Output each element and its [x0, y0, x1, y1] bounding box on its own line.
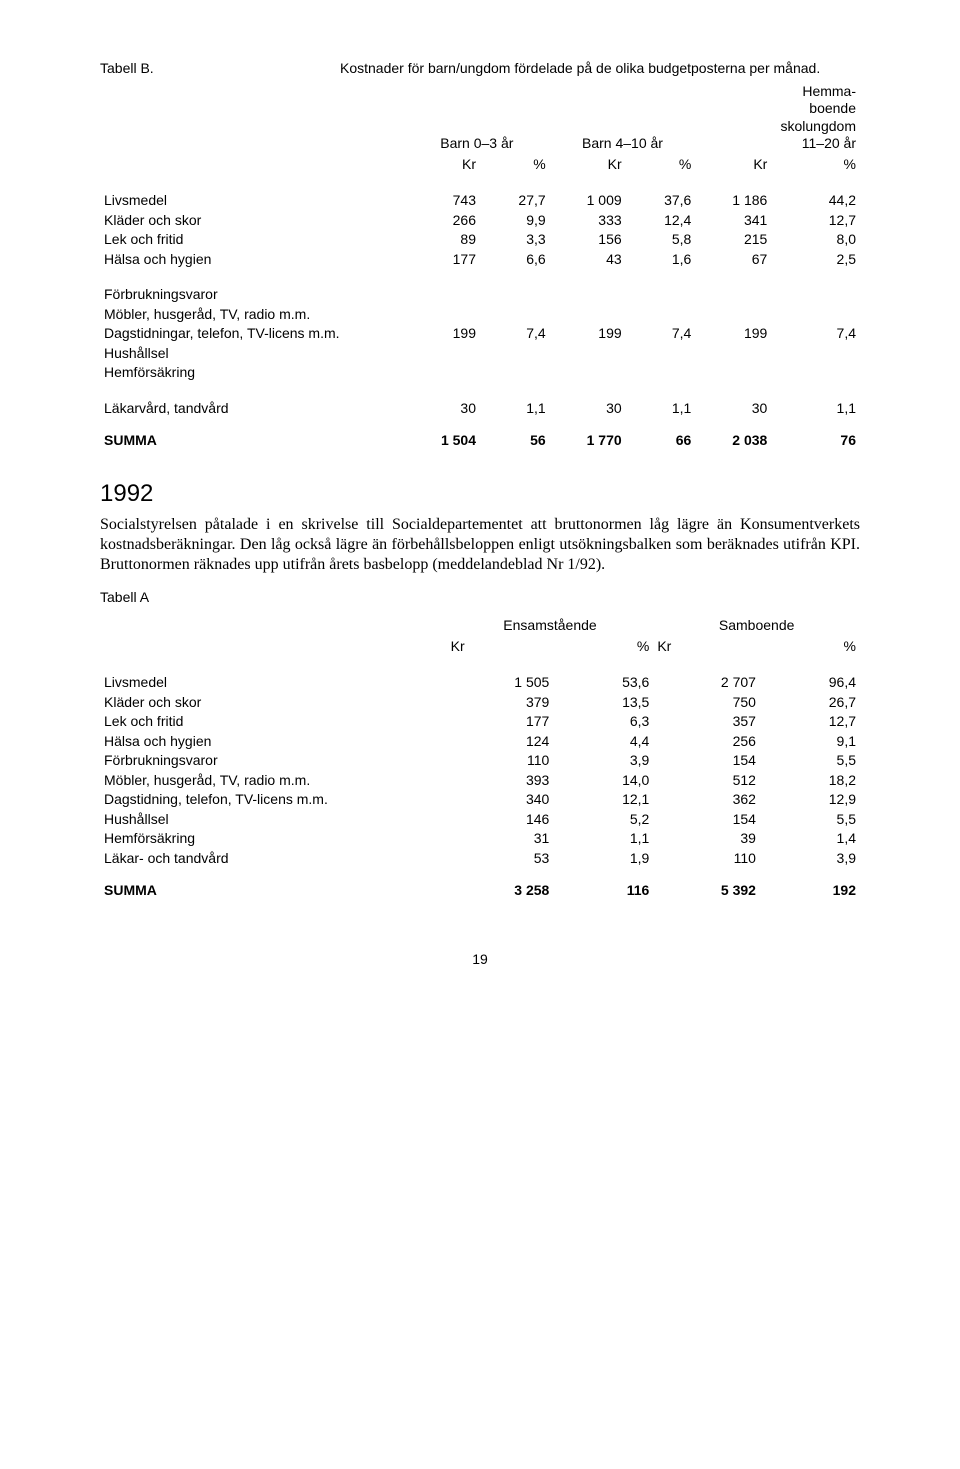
- table-row: Kläder och skor 379 13,5 750 26,7: [100, 693, 860, 713]
- table-row: Kläder och skor 266 9,9 333 12,4 341 12,…: [100, 211, 860, 231]
- table-row: Hälsa och hygien 124 4,4 256 9,1: [100, 732, 860, 752]
- table-row: Hälsa och hygien 177 6,6 43 1,6 67 2,5: [100, 250, 860, 270]
- table-row: Läkar- och tandvård 53 1,9 110 3,9: [100, 849, 860, 869]
- table-row: Förbrukningsvaror 110 3,9 154 5,5: [100, 751, 860, 771]
- table-b-title: Kostnader för barn/ungdom fördelade på d…: [340, 60, 860, 78]
- table-b-label: Tabell B.: [100, 60, 340, 78]
- table-a-label: Tabell A: [100, 589, 860, 607]
- group-label: Möbler, husgeråd, TV, radio m.m.: [100, 305, 404, 325]
- col-group-2: Barn 4–10 år: [550, 82, 696, 155]
- group-label: Hemförsäkring: [100, 363, 404, 383]
- col-group-1: Barn 0–3 år: [404, 82, 550, 155]
- table-b-header: Tabell B. Kostnader för barn/ungdom förd…: [100, 60, 860, 78]
- table-row: Hemförsäkring 31 1,1 39 1,4: [100, 829, 860, 849]
- table-row: Hushållsel 146 5,2 154 5,5: [100, 810, 860, 830]
- table-a: Ensamstående Samboende Kr % Kr % Livsmed…: [100, 616, 860, 901]
- group-label: Hushållsel: [100, 344, 404, 364]
- table-row: Dagstidning, telefon, TV-licens m.m. 340…: [100, 790, 860, 810]
- table-row: Lek och fritid 177 6,3 357 12,7: [100, 712, 860, 732]
- col-group-sam: Samboende: [653, 616, 860, 637]
- group-label: Förbrukningsvaror: [100, 285, 404, 305]
- table-row: Lek och fritid 89 3,3 156 5,8 215 8,0: [100, 230, 860, 250]
- table-row: Dagstidningar, telefon, TV-licens m.m. 1…: [100, 324, 860, 344]
- table-row: Livsmedel 1 505 53,6 2 707 96,4: [100, 673, 860, 693]
- page-number: 19: [100, 951, 860, 969]
- body-paragraph: Socialstyrelsen påtalade i en skrivelse …: [100, 515, 860, 575]
- table-row: Möbler, husgeråd, TV, radio m.m. 393 14,…: [100, 771, 860, 791]
- col-group-ens: Ensamstående: [447, 616, 654, 637]
- table-row: Läkarvård, tandvård 30 1,1 30 1,1 30 1,1: [100, 399, 860, 419]
- col-group-3: Hemma- boende skolungdom 11–20 år: [695, 82, 860, 155]
- year-heading: 1992: [100, 479, 860, 509]
- sum-row: SUMMA 1 504 56 1 770 66 2 038 76: [100, 418, 860, 451]
- sum-row: SUMMA 3 258 116 5 392 192: [100, 868, 860, 901]
- table-b: Barn 0–3 år Barn 4–10 år Hemma- boende s…: [100, 82, 860, 451]
- table-row: Livsmedel 743 27,7 1 009 37,6 1 186 44,2: [100, 191, 860, 211]
